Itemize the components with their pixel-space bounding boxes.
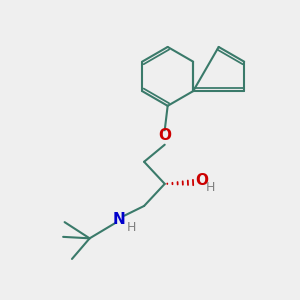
Text: N: N — [113, 212, 125, 227]
Text: H: H — [127, 221, 136, 234]
Text: H: H — [206, 181, 215, 194]
Text: O: O — [196, 173, 208, 188]
Text: O: O — [158, 128, 171, 143]
